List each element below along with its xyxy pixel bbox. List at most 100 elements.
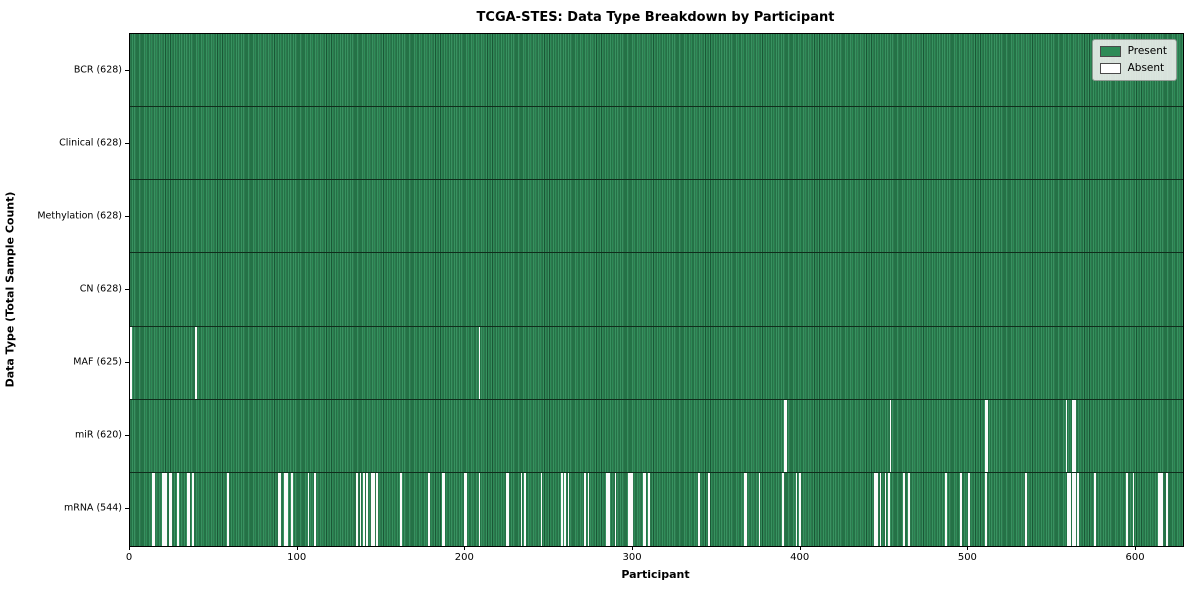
absent-stripe [192,472,194,546]
y-tick-mark [125,435,129,437]
x-tick-label: 100 [287,552,307,563]
absent-stripe [1161,472,1163,546]
absent-stripe [1094,472,1096,546]
absent-stripe [505,472,508,546]
absent-stripe [629,472,632,546]
presence-row-bcr [130,34,1183,108]
absent-stripe [443,472,446,546]
y-tick-label-maf: MAF (625) [73,356,122,368]
chart-title: TCGA-STES: Data Type Breakdown by Partic… [476,10,835,25]
absent-stripe [356,472,359,546]
absent-stripe [743,472,746,546]
absent-stripe [985,399,987,472]
legend: Present Absent [1091,39,1177,81]
y-tick-mark [125,142,129,144]
x-tick-mark [129,546,130,550]
absent-stripe [463,472,466,546]
absent-stripe [227,472,229,546]
absent-stripe [644,472,647,546]
absent-stripe [874,472,877,546]
absent-stripe [307,472,310,546]
absent-stripe [631,472,634,546]
absent-stripe [187,472,189,546]
absent-stripe [1067,472,1069,546]
absent-stripe [366,472,369,546]
absent-stripe [1072,472,1074,546]
absent-stripe [606,472,608,546]
absent-stripe [1157,472,1160,546]
absent-stripe [614,472,617,546]
y-tick-mark [125,362,129,364]
plot-area: Present Absent [129,33,1184,547]
absent-stripe [1132,472,1135,546]
absent-stripe [908,472,910,546]
legend-absent-label: Absent [1127,62,1165,74]
absent-stripe [284,472,286,546]
absent-stripe [785,399,788,472]
absent-stripe [968,472,971,546]
absent-stripe [745,472,748,546]
absent-stripe [465,472,468,546]
absent-stripe [1166,472,1168,546]
y-tick-mark [125,289,129,290]
absent-stripe [165,472,167,546]
legend-present-label: Present [1127,45,1167,57]
y-tick-mark [125,215,129,217]
absent-stripe [584,472,587,546]
absent-stripe [277,472,280,546]
absent-stripe [188,472,191,546]
absent-stripe [560,472,563,546]
absent-stripe [887,472,890,546]
presence-row-mir [130,399,1183,473]
absent-stripe [441,472,444,546]
absent-stripe [959,472,962,546]
absent-stripe [627,472,630,546]
x-tick-label: 200 [454,552,474,563]
y-tick-mark [125,508,129,510]
absent-stripe [567,472,570,546]
absent-stripe [884,472,887,546]
x-tick-mark [799,546,801,550]
absent-stripe [1065,399,1068,472]
x-tick-mark [296,546,298,550]
absent-stripe [648,472,650,546]
absent-stripe [290,472,293,546]
absent-stripe [428,472,431,546]
absent-stripe [643,472,645,546]
absent-stripe [176,472,179,546]
absent-stripe [478,326,481,399]
absent-stripe [587,472,590,546]
absent-stripe [1125,472,1128,546]
absent-stripe [373,472,375,546]
presence-row-clinical [130,107,1183,181]
x-tick-label: 500 [957,552,977,563]
absent-stripe [130,326,132,399]
absent-stripe [478,472,481,546]
absent-stripe [1072,399,1074,472]
presence-row-maf [130,326,1183,400]
y-tick-label-clinical: Clinical (628) [59,137,122,149]
absent-stripe [279,472,281,546]
absent-stripe [399,472,402,546]
absent-stripe [782,472,784,546]
absent-stripe [795,472,798,546]
absent-stripe [363,472,365,546]
absent-stripe [285,472,288,546]
absent-stripe [1074,399,1076,472]
absent-stripe [986,399,989,472]
absent-swatch-icon [1099,62,1121,74]
presence-row-cn [130,253,1183,327]
x-tick-label: 0 [125,552,133,563]
x-tick-mark [967,546,969,550]
x-tick-mark [632,546,634,550]
absent-stripe [153,472,156,546]
x-tick-mark [464,546,466,550]
x-tick-mark [1135,546,1137,550]
absent-stripe [944,472,947,546]
absent-stripe [1159,472,1162,546]
presence-row-mrna [130,472,1183,546]
y-tick-label-methylation: Methylation (628) [37,210,122,222]
x-tick-label: 300 [622,552,642,563]
absent-stripe [168,472,171,546]
present-swatch-icon [1099,45,1121,57]
